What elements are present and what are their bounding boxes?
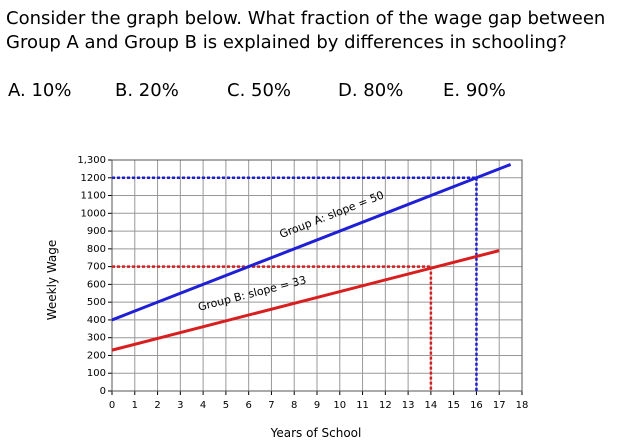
x-tick-label: 15 [447,400,460,411]
question-line: Group A and Group B is explained by diff… [6,32,567,53]
x-tick-label: 3 [177,400,183,411]
y-tick-label: 0 [100,386,106,397]
x-tick-label: 0 [109,400,115,411]
x-tick-label: 8 [291,400,297,411]
x-tick-label: 7 [268,400,274,411]
y-tick-label: 1100 [81,191,106,202]
option: C. 50% [227,80,291,101]
x-axis-label: Years of School [270,426,362,440]
y-tick-label: 900 [87,226,106,237]
y-tick-label: 500 [87,297,106,308]
x-tick-label: 16 [470,400,483,411]
x-tick-label: 17 [493,400,506,411]
x-tick-label: 14 [425,400,438,411]
y-tick-label: 600 [87,279,106,290]
option: A. 10% [8,80,71,101]
y-axis-label: Weekly Wage [45,240,59,321]
x-tick-label: 1 [132,400,138,411]
x-tick-label: 9 [314,400,320,411]
x-tick-label: 2 [154,400,160,411]
y-tick-label: 1000 [81,208,106,219]
x-tick-label: 12 [379,400,392,411]
y-tick-label: 100 [87,368,106,379]
x-tick-label: 11 [356,400,369,411]
y-tick-label: 300 [87,333,106,344]
x-tick-label: 18 [516,400,529,411]
option: D. 80% [338,80,403,101]
question-line: Consider the graph below. What fraction … [6,8,605,29]
y-tick-label: 700 [87,262,106,273]
y-tick-label: 800 [87,244,106,255]
y-tick-label: 1,300 [77,155,106,166]
x-tick-label: 5 [223,400,229,411]
x-tick-label: 13 [402,400,415,411]
x-tick-label: 6 [245,400,251,411]
plot-frame [111,159,523,392]
option: B. 20% [115,80,179,101]
y-tick-label: 200 [87,350,106,361]
x-tick-label: 10 [333,400,346,411]
y-tick-label: 400 [87,315,106,326]
y-tick-label: 1200 [81,173,106,184]
x-tick-label: 4 [200,400,206,411]
option: E. 90% [443,80,506,101]
data-line [111,249,500,352]
data-line [111,163,512,322]
